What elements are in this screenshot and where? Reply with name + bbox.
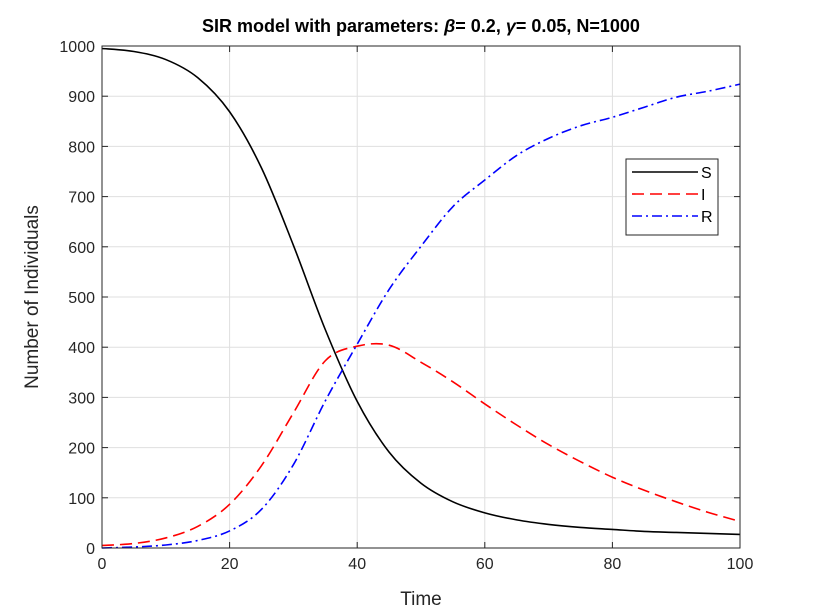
y-tick-label: 500 [68, 290, 95, 307]
title-part: SIR model with parameters: [202, 16, 444, 36]
series-line-I [101, 342, 741, 547]
y-tick-label: 400 [68, 340, 95, 357]
y-axis-label: Number of Individuals [22, 205, 43, 389]
series-line-S [101, 47, 741, 536]
tick-labels: 0 20 40 60 80 1000100200300400500600700800900… [59, 39, 753, 573]
title-part: = 0.05, N=1000 [516, 16, 640, 36]
legend-label-R: R [701, 209, 713, 226]
y-tick-label: 200 [68, 441, 95, 458]
x-tick-label: 60 [476, 556, 494, 573]
y-tick-label: 100 [68, 491, 95, 508]
y-tick-label: 300 [68, 390, 95, 407]
legend-label-S: S [701, 165, 712, 182]
title-part: = 0.2, [455, 16, 506, 36]
series-lines [101, 47, 741, 549]
axis-ticks [101, 45, 741, 549]
title-part: β [443, 16, 455, 36]
y-tick-label: 800 [68, 139, 95, 156]
y-tick-label: 0 [86, 541, 95, 558]
x-tick-label: 0 [98, 556, 107, 573]
x-axis-label: Time [400, 589, 442, 610]
y-tick-label: 900 [68, 89, 95, 106]
y-tick-label: 700 [68, 190, 95, 207]
title-part: γ [506, 16, 517, 36]
y-tick-label: 600 [68, 240, 95, 257]
x-tick-label: 40 [348, 556, 366, 573]
x-tick-label: 100 [727, 556, 754, 573]
legend: SIR [625, 158, 719, 236]
x-tick-label: 80 [604, 556, 622, 573]
legend-label-I: I [701, 187, 705, 204]
x-tick-label: 20 [221, 556, 239, 573]
y-tick-label: 1000 [59, 39, 95, 56]
chart-title: SIR model with parameters: β= 0.2, γ= 0.… [202, 16, 640, 36]
grid-lines [101, 45, 741, 549]
series-line-R [101, 83, 741, 549]
